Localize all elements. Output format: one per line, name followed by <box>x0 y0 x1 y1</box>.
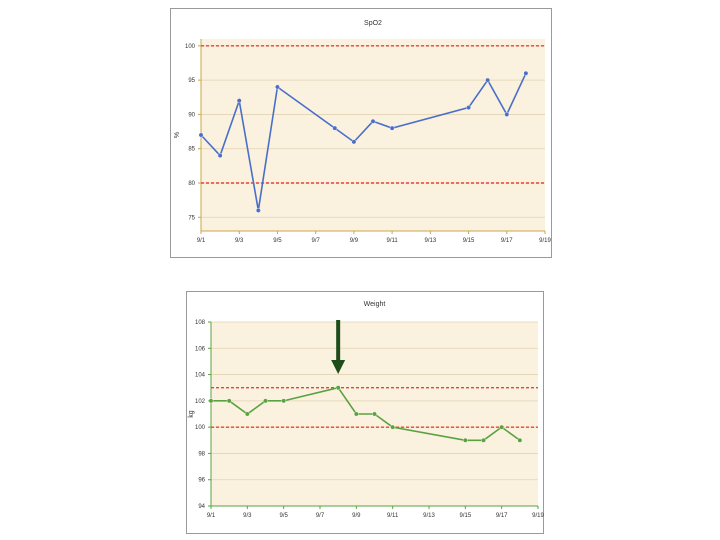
spo2-data-point-3 <box>255 208 261 213</box>
spo2-xtick-label-9: 9/19 <box>539 238 551 244</box>
weight-xtick-label-2: 9/5 <box>279 513 288 519</box>
weight-xtick-label-7: 9/15 <box>459 513 471 519</box>
weight-chart-frame: Weight kg 94 96 98 100 102 104 106 108 9/1 9/3 9/5 9/… <box>186 291 544 534</box>
weight-data-point-11 <box>499 424 505 430</box>
weight-title: Weight <box>364 301 386 308</box>
weight-data-point-10 <box>481 437 486 443</box>
spo2-xtick-label-2: 9/5 <box>273 238 282 244</box>
weight-ytick-label-3: 100 <box>195 425 206 431</box>
spo2-data-point-11 <box>504 112 510 117</box>
spo2-data-point-0 <box>198 132 204 138</box>
spo2-data-point-8 <box>389 125 395 131</box>
weight-ylabel: kg <box>188 410 195 418</box>
spo2-ytick-label-3: 90 <box>188 112 195 118</box>
weight-xtick-label-6: 9/13 <box>423 513 435 519</box>
spo2-data-point-7 <box>370 118 376 124</box>
weight-data-point-1 <box>226 398 232 404</box>
spo2-ytick-label-4: 95 <box>188 78 195 84</box>
spo2-xtick-label-7: 9/15 <box>463 238 475 244</box>
weight-data-point-2 <box>244 411 250 417</box>
weight-xtick-label-1: 9/3 <box>243 513 252 519</box>
spo2-xtick-label-8: 9/17 <box>501 238 513 244</box>
spo2-plot-area <box>201 39 545 231</box>
spo2-title: SpO2 <box>364 20 382 27</box>
spo2-ytick-label-5: 100 <box>185 44 196 50</box>
weight-xtick-label-5: 9/11 <box>387 513 399 519</box>
spo2-xtick-label-5: 9/11 <box>386 238 398 244</box>
spo2-data-point-4 <box>275 84 280 90</box>
weight-data-point-8 <box>390 424 396 430</box>
weight-ytick-label-0: 94 <box>198 504 205 510</box>
weight-ytick-label-6: 106 <box>195 346 206 352</box>
spo2-data-point-1 <box>217 153 223 158</box>
spo2-data-point-2 <box>236 98 242 104</box>
weight-ytick-label-2: 98 <box>198 451 205 457</box>
spo2-data-point-10 <box>485 77 491 83</box>
spo2-chart-frame: SpO2% 75 80 85 90 95 100 9/1 9/3 9/5 9/7 9/9 9/11 9/1… <box>170 8 552 258</box>
weight-annotation-arrow <box>331 320 346 374</box>
spo2-ytick-label-2: 85 <box>188 147 195 153</box>
weight-ytick-label-1: 96 <box>198 478 205 484</box>
spo2-ytick-label-1: 80 <box>188 181 195 187</box>
weight-xtick-label-3: 9/7 <box>316 513 325 519</box>
spo2-data-point-5 <box>332 125 338 131</box>
spo2-xtick-label-6: 9/13 <box>424 238 436 244</box>
weight-annotation-arrow-head <box>331 360 346 374</box>
spo2-xtick-label-4: 9/9 <box>350 238 359 244</box>
spo2-data-point-12 <box>523 70 529 76</box>
spo2-ytick-label-0: 75 <box>188 215 195 221</box>
weight-data-point-9 <box>462 437 468 443</box>
weight-data-point-12 <box>517 437 523 443</box>
spo2-ylabel: % <box>174 132 181 138</box>
spo2-chart: SpO2% 75 80 85 90 95 100 9/1 9/3 9/5 9/7 9/9 9/11 9/1… <box>174 20 551 244</box>
weight-data-point-3 <box>263 398 268 404</box>
spo2-data-point-6 <box>351 139 357 145</box>
weight-ytick-label-5: 104 <box>195 373 206 379</box>
weight-ytick-label-4: 102 <box>195 399 206 405</box>
spo2-xtick-label-1: 9/3 <box>235 238 244 244</box>
weight-xtick-label-4: 9/9 <box>352 513 361 519</box>
weight-data-point-4 <box>281 398 287 404</box>
spo2-xtick-label-3: 9/7 <box>311 238 320 244</box>
weight-data-point-0 <box>208 398 214 404</box>
weight-chart: Weight kg 94 96 98 100 102 104 106 108 9/1 9/3 9/5 9/… <box>188 301 544 519</box>
weight-data-point-5 <box>335 385 341 391</box>
weight-ytick-label-7: 108 <box>195 320 206 326</box>
weight-data-point-6 <box>353 411 359 417</box>
weight-xtick-label-9: 9/19 <box>532 513 544 519</box>
spo2-xtick-label-0: 9/1 <box>197 238 206 244</box>
spo2-data-point-9 <box>466 105 471 110</box>
weight-xtick-label-0: 9/1 <box>207 513 216 519</box>
weight-data-point-7 <box>372 411 377 417</box>
weight-xtick-label-8: 9/17 <box>496 513 508 519</box>
